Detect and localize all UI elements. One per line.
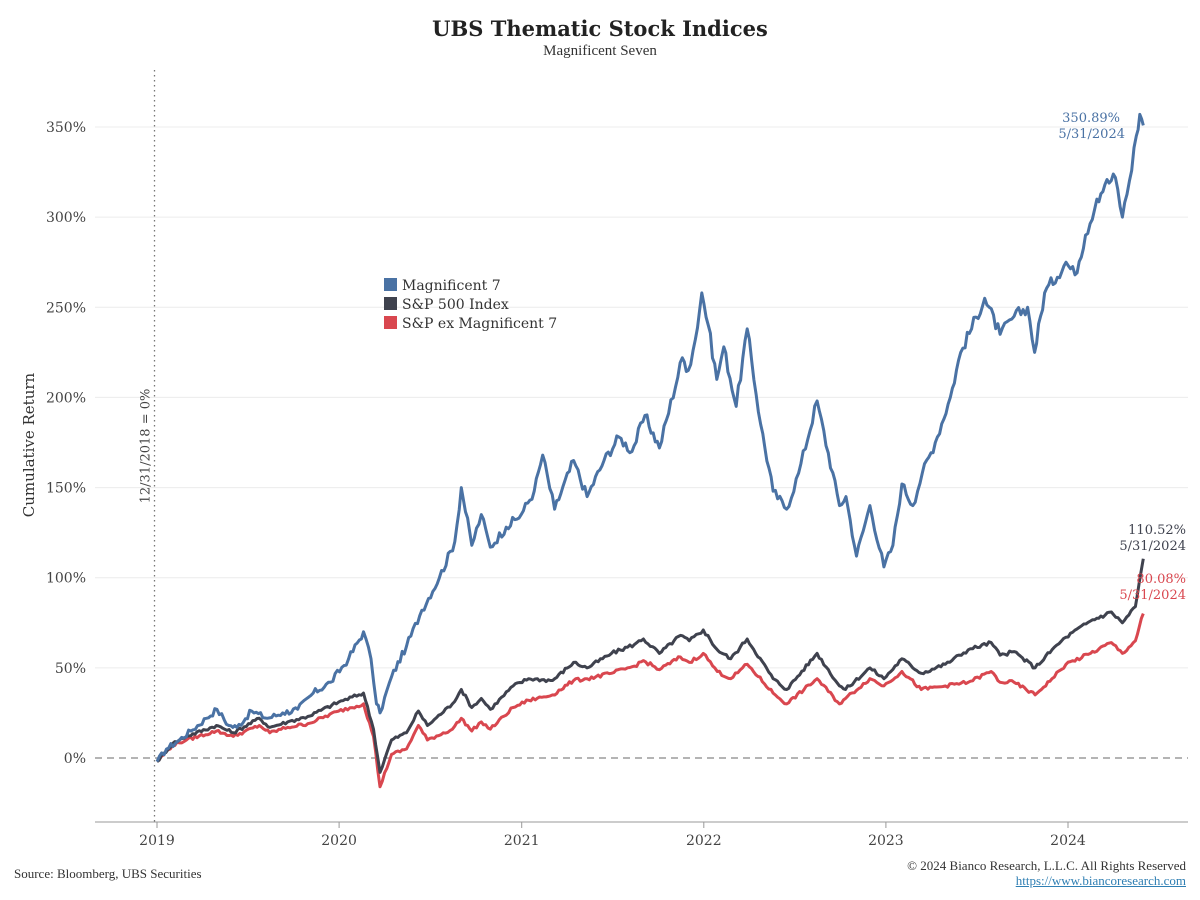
legend-label: S&P 500 Index <box>402 297 509 313</box>
y-tick-label: 350% <box>46 120 86 136</box>
chart-subtitle: Magnificent Seven <box>543 43 657 59</box>
copyright-text: © 2024 Bianco Research, L.L.C. All Right… <box>907 858 1186 873</box>
gridlines <box>95 126 1188 669</box>
series-line-2 <box>156 613 1145 789</box>
y-tick-label: 200% <box>46 390 86 406</box>
y-axis-ticks: 0% 50% 100% 150% 200% 250% 300% 350% <box>46 120 86 767</box>
legend: Magnificent 7 S&P 500 Index S&P ex Magnifi… <box>384 278 557 332</box>
y-tick-label: 300% <box>46 210 86 226</box>
website-link[interactable]: https://www.biancoresearch.com <box>1015 873 1186 888</box>
y-tick-label: 50% <box>55 661 86 677</box>
x-axis-ticks: 2019 2020 2021 2022 2023 2024 <box>139 822 1086 849</box>
chart-title: UBS Thematic Stock Indices <box>432 16 768 41</box>
legend-swatch <box>384 297 397 310</box>
series-line-0 <box>155 112 1145 763</box>
x-tick-label: 2021 <box>504 833 540 849</box>
end-value-label: 80.08% <box>1136 572 1186 587</box>
source-note: Source: Bloomberg, UBS Securities <box>14 866 202 881</box>
y-tick-label: 250% <box>46 300 86 316</box>
end-value-label: 350.89% <box>1062 111 1120 126</box>
legend-label: Magnificent 7 <box>402 278 501 294</box>
baseline-annotation: 12/31/2018 = 0% <box>139 389 154 504</box>
copyright-block: © 2024 Bianco Research, L.L.C. All Right… <box>907 858 1186 888</box>
y-axis-label: Cumulative Return <box>20 372 38 517</box>
x-tick-label: 2019 <box>139 833 175 849</box>
end-date-label: 5/31/2024 <box>1119 588 1186 603</box>
y-tick-label: 150% <box>46 481 86 497</box>
x-tick-label: 2024 <box>1050 833 1086 849</box>
y-tick-label: 0% <box>64 751 86 767</box>
series-lines <box>155 112 1145 789</box>
end-value-label: 110.52% <box>1128 523 1186 538</box>
y-tick-label: 100% <box>46 571 86 587</box>
end-labels: 350.89%5/31/2024110.52%5/31/202480.08%5/… <box>1058 111 1186 603</box>
end-date-label: 5/31/2024 <box>1058 127 1125 142</box>
end-date-label: 5/31/2024 <box>1119 539 1186 554</box>
x-tick-label: 2020 <box>321 833 357 849</box>
x-tick-label: 2023 <box>868 833 904 849</box>
legend-swatch <box>384 316 397 329</box>
legend-swatch <box>384 278 397 291</box>
series-line-1 <box>156 558 1145 774</box>
x-tick-label: 2022 <box>686 833 722 849</box>
legend-label: S&P ex Magnificent 7 <box>402 316 557 332</box>
